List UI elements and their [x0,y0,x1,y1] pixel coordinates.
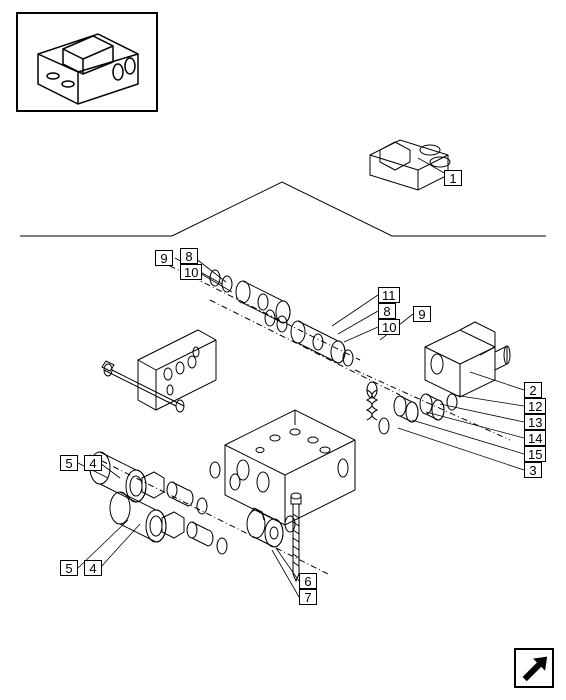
page-root: 1 9 8 10 11 8 10 9 5 4 5 4 6 7 2 12 13 1… [0,0,566,700]
part-cartridge-b [110,492,227,554]
callout-leaders [78,158,524,597]
callout-4b: 4 [84,560,102,576]
callout-label: 15 [528,447,542,462]
callout-label: 3 [529,463,536,478]
callout-label: 1 [449,171,456,186]
callout-5: 5 [60,455,78,471]
callout-4: 4 [84,455,102,471]
callout-label: 5 [65,456,72,471]
callout-5b: 5 [60,560,78,576]
part-cartridge-a [90,452,207,514]
callout-label: 2 [529,383,536,398]
callout-10: 10 [180,264,202,280]
part-plug [247,508,295,547]
callout-1: 1 [444,170,462,186]
callout-label: 6 [304,574,311,589]
callout-8: 8 [180,248,198,264]
callout-label: 4 [89,561,96,576]
part-manifold-left [138,330,216,410]
callout-label: 7 [304,590,311,605]
callout-label: 4 [89,456,96,471]
callout-13: 13 [524,414,546,430]
part-top-connector [370,140,450,190]
callout-label: 14 [528,431,542,446]
callout-label: 11 [382,288,396,303]
callout-8b: 8 [378,303,396,319]
part-screw-center [291,493,301,581]
callout-label: 8 [383,304,390,319]
callout-12: 12 [524,398,546,414]
part-screw-left [102,361,184,412]
callout-label: 9 [160,251,167,266]
part-spool-b [265,310,353,366]
callout-label: 8 [185,249,192,264]
callout-label: 10 [184,265,198,280]
callout-9b: 9 [413,306,431,322]
next-page-button[interactable] [514,648,554,688]
callout-10b: 10 [378,319,400,335]
callout-6: 6 [299,573,317,589]
callout-7: 7 [299,589,317,605]
callout-label: 10 [382,320,396,335]
part-spool-a [210,270,290,323]
arrow-right-up-icon [516,648,552,688]
part-spring-stack [367,382,457,434]
callout-label: 5 [65,561,72,576]
callout-15: 15 [524,446,546,462]
callout-9: 9 [155,250,173,266]
part-solenoid-right [425,322,510,397]
callout-label: 9 [418,307,425,322]
part-center-block [225,410,355,525]
callout-14: 14 [524,430,546,446]
callout-11: 11 [378,287,400,303]
callout-3: 3 [524,462,542,478]
exploded-view-diagram [0,0,566,700]
callout-label: 12 [528,399,542,414]
callout-2: 2 [524,382,542,398]
callout-label: 13 [528,415,542,430]
